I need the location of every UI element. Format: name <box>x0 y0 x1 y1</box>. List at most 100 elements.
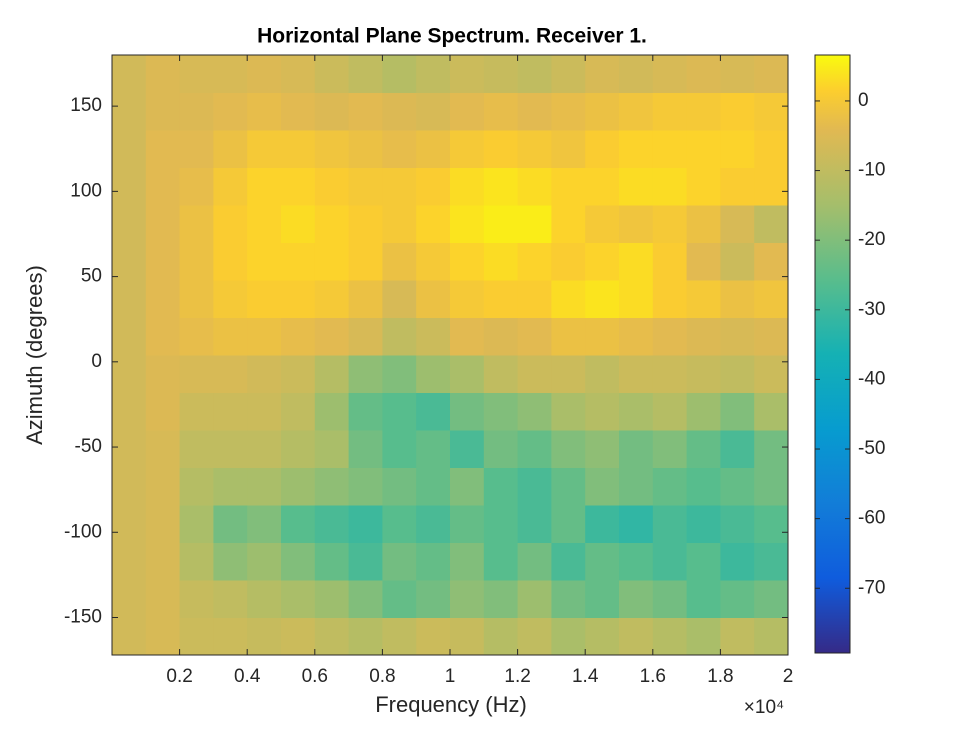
heatmap-cell <box>754 92 789 131</box>
heatmap-cell <box>281 167 316 206</box>
heatmap-cell <box>247 542 282 581</box>
heatmap-cell <box>551 55 586 93</box>
heatmap-cell <box>652 317 688 356</box>
heatmap-cell <box>416 580 451 618</box>
heatmap-cell <box>585 280 620 318</box>
heatmap-cell <box>314 505 350 543</box>
heatmap-cell <box>179 505 214 543</box>
heatmap-cell <box>281 505 316 543</box>
heatmap-cell <box>416 280 451 318</box>
heatmap-cell <box>754 355 789 393</box>
heatmap-cell <box>720 242 755 281</box>
heatmap-cell <box>348 242 383 281</box>
heatmap-cell <box>348 355 383 393</box>
heatmap-cell <box>247 505 282 543</box>
heatmap-cell <box>517 317 552 356</box>
heatmap-cell <box>112 92 147 131</box>
heatmap-cell <box>652 580 688 618</box>
heatmap-cell <box>314 280 350 318</box>
heatmap-cell <box>754 617 789 656</box>
heatmap-cell <box>720 617 755 656</box>
heatmap-cell <box>281 430 316 468</box>
heatmap-cell <box>450 205 485 243</box>
heatmap-cell <box>585 242 620 281</box>
heatmap-cell <box>281 55 316 93</box>
heatmap-cell <box>517 55 552 93</box>
x-tick-label: 0.6 <box>302 666 328 687</box>
heatmap-cell <box>179 617 214 656</box>
heatmap-cell <box>247 280 282 318</box>
heatmap-cell <box>247 317 282 356</box>
heatmap-cell <box>213 280 248 318</box>
heatmap-cell <box>450 542 485 581</box>
heatmap-cell <box>754 280 789 318</box>
heatmap-cell <box>450 430 485 468</box>
heatmap-cell <box>686 242 721 281</box>
heatmap-cell <box>619 505 654 543</box>
heatmap-cell <box>314 542 350 581</box>
heatmap-cell <box>179 280 214 318</box>
heatmap-cell <box>619 242 654 281</box>
heatmap-cell <box>213 542 248 581</box>
heatmap-cell <box>112 167 147 206</box>
heatmap-cell <box>247 430 282 468</box>
heatmap-cell <box>416 542 451 581</box>
heatmap-cell <box>382 92 417 131</box>
heatmap-cell <box>585 205 620 243</box>
heatmap-cell <box>652 167 688 206</box>
heatmap-cell <box>145 467 181 506</box>
heatmap-cell <box>314 580 350 618</box>
heatmap-cell <box>686 280 721 318</box>
heatmap-cell <box>348 617 383 656</box>
heatmap-cell <box>416 205 451 243</box>
heatmap-cell <box>450 242 485 281</box>
heatmap-cell <box>517 580 552 618</box>
heatmap-cell <box>314 167 350 206</box>
heatmap-cell <box>450 55 485 93</box>
heatmap-cell <box>652 130 688 168</box>
y-tick-label: -50 <box>75 436 102 457</box>
heatmap-cell <box>686 205 721 243</box>
heatmap-cell <box>551 205 586 243</box>
heatmap-cell <box>551 467 586 506</box>
heatmap-cell <box>348 205 383 243</box>
heatmap-cell <box>179 542 214 581</box>
colorbar-tick-label: -70 <box>858 577 885 598</box>
heatmap-cell <box>348 392 383 431</box>
heatmap-cell <box>686 467 721 506</box>
x-tick-label: 1 <box>445 666 456 687</box>
heatmap-cell <box>314 392 350 431</box>
heatmap-cell <box>483 280 519 318</box>
heatmap-cell <box>348 55 383 93</box>
heatmap-cell <box>416 505 451 543</box>
heatmap-cell <box>652 280 688 318</box>
heatmap-cell <box>652 392 688 431</box>
heatmap-cell <box>619 392 654 431</box>
heatmap-cell <box>314 130 350 168</box>
heatmap-cell <box>247 617 282 656</box>
heatmap-cell <box>517 355 552 393</box>
colorbar-tick-label: -20 <box>858 229 885 250</box>
heatmap-cell <box>450 92 485 131</box>
heatmap-cell <box>416 167 451 206</box>
heatmap-cell <box>652 242 688 281</box>
heatmap-cell <box>382 617 417 656</box>
heatmap-cell <box>382 467 417 506</box>
x-tick-label: 2 <box>783 666 794 687</box>
heatmap-cell <box>450 280 485 318</box>
colorbar-tick-label: -40 <box>858 368 885 389</box>
heatmap-cell <box>585 430 620 468</box>
heatmap-cell <box>551 430 586 468</box>
heatmap-cell <box>281 280 316 318</box>
heatmap-cell <box>179 580 214 618</box>
heatmap-cell <box>619 355 654 393</box>
heatmap-cell <box>213 617 248 656</box>
heatmap-cell <box>585 55 620 93</box>
heatmap-cell <box>179 92 214 131</box>
heatmap-cell <box>686 430 721 468</box>
heatmap-cell <box>247 467 282 506</box>
heatmap-cell <box>247 580 282 618</box>
heatmap-cell <box>112 505 147 543</box>
heatmap-cell <box>720 542 755 581</box>
heatmap-cell <box>348 167 383 206</box>
